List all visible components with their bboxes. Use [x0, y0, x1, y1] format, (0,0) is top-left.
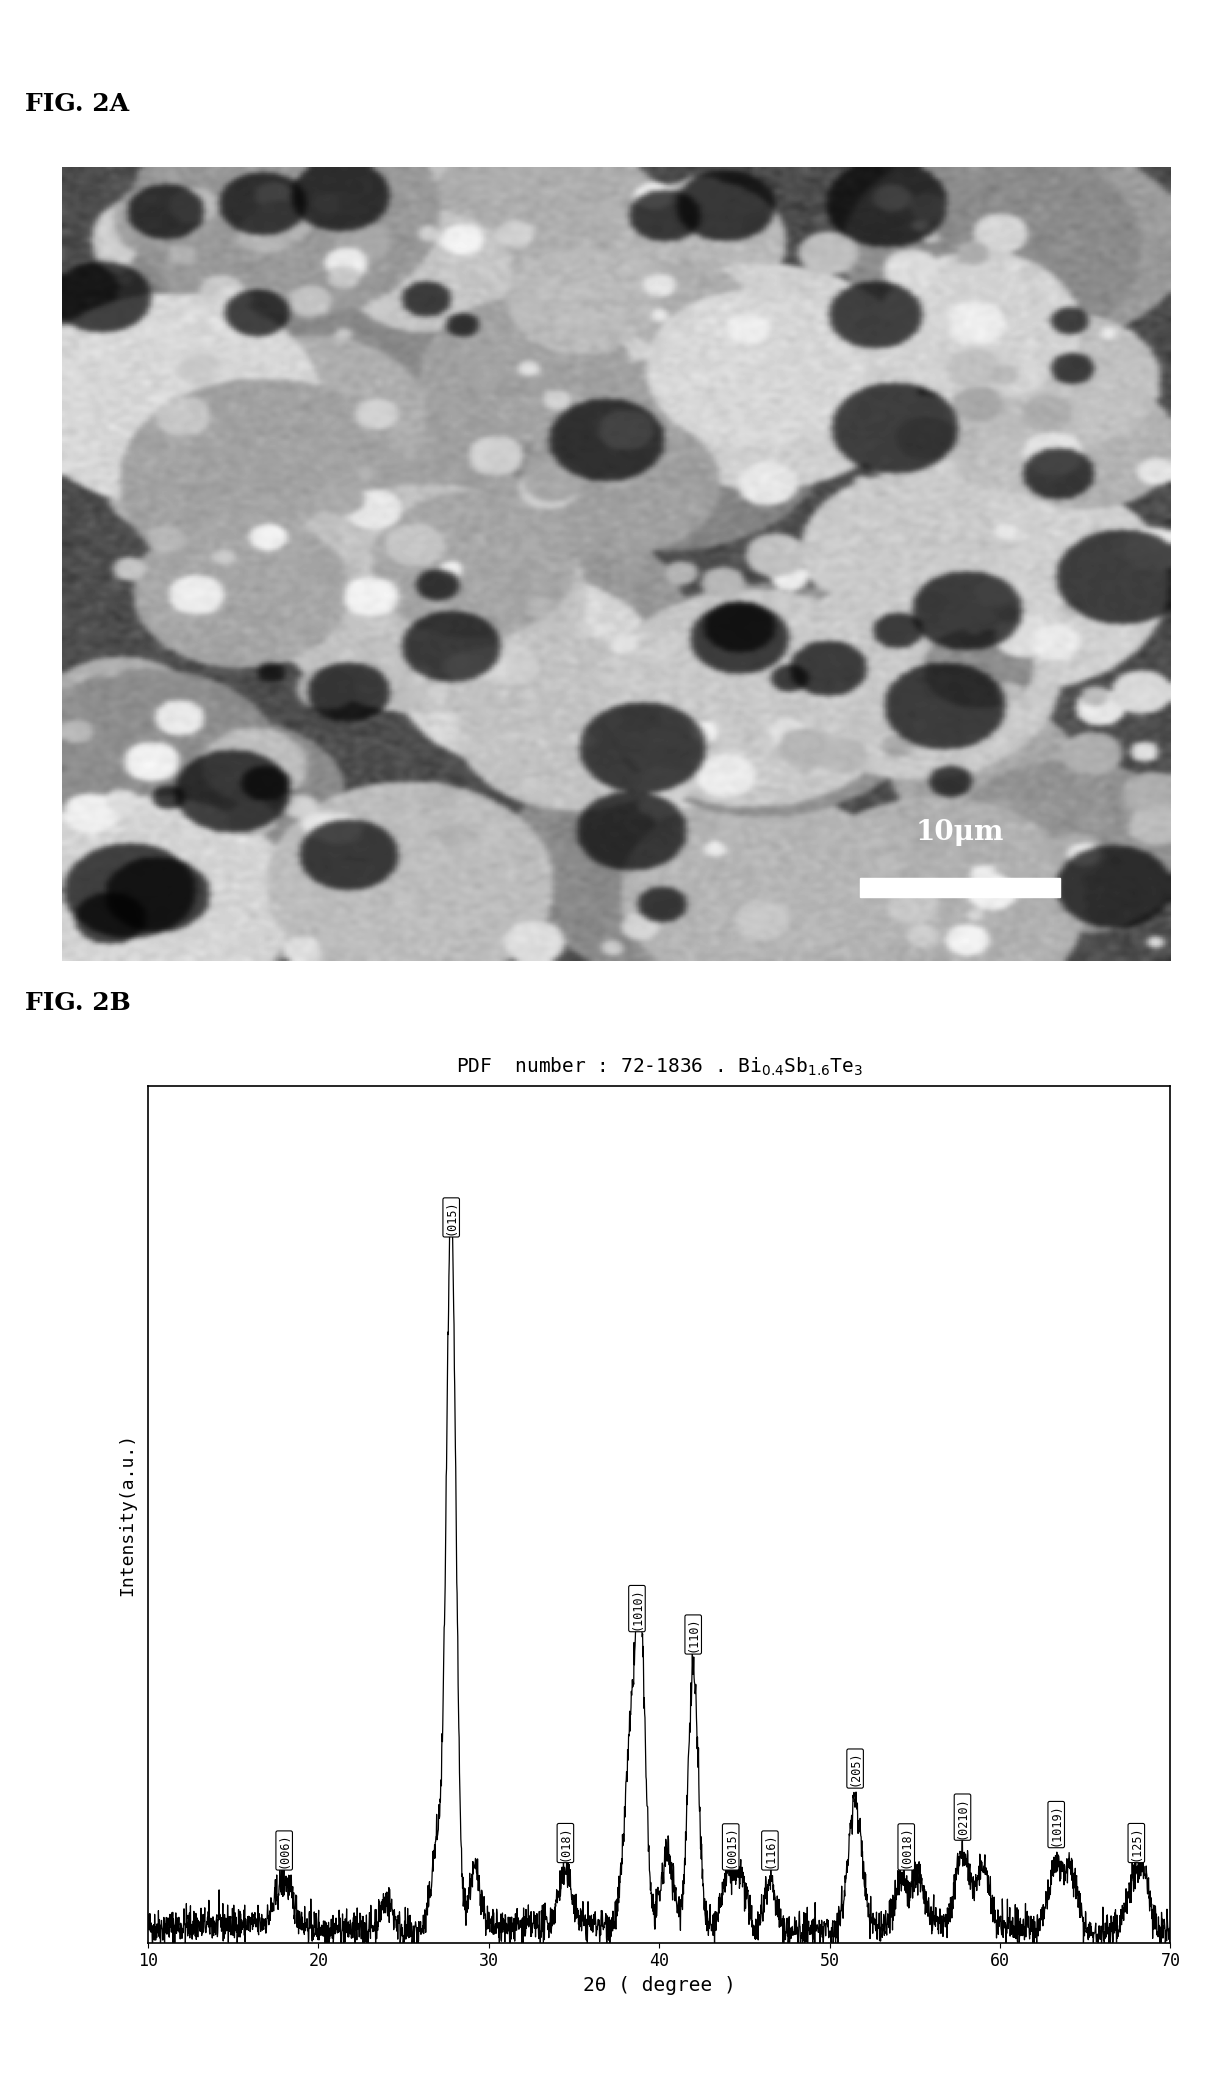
- Text: (110): (110): [686, 1617, 700, 1652]
- X-axis label: 2θ ( degree ): 2θ ( degree ): [583, 1976, 736, 1995]
- Y-axis label: Intensity(a.u.): Intensity(a.u.): [118, 1433, 137, 1596]
- Text: (006): (006): [277, 1832, 291, 1868]
- Text: 10μm: 10μm: [915, 819, 1004, 846]
- Text: (015): (015): [445, 1199, 458, 1235]
- Title: PDF  number : 72-1836 . Bi$_{0.4}$Sb$_{1.6}$Te$_3$: PDF number : 72-1836 . Bi$_{0.4}$Sb$_{1.…: [456, 1055, 862, 1078]
- Text: (0015): (0015): [724, 1826, 737, 1868]
- Text: (018): (018): [559, 1826, 572, 1861]
- Text: (1010): (1010): [631, 1588, 643, 1629]
- Text: (0018): (0018): [899, 1826, 913, 1868]
- Text: FIG. 2A: FIG. 2A: [25, 92, 129, 117]
- Text: (125): (125): [1130, 1826, 1143, 1861]
- Text: (116): (116): [764, 1832, 776, 1868]
- Text: (205): (205): [849, 1751, 861, 1786]
- Text: FIG. 2B: FIG. 2B: [25, 990, 131, 1015]
- Bar: [860, 877, 1060, 898]
- Text: (0210): (0210): [956, 1797, 970, 1838]
- Text: (1019): (1019): [1050, 1803, 1063, 1847]
